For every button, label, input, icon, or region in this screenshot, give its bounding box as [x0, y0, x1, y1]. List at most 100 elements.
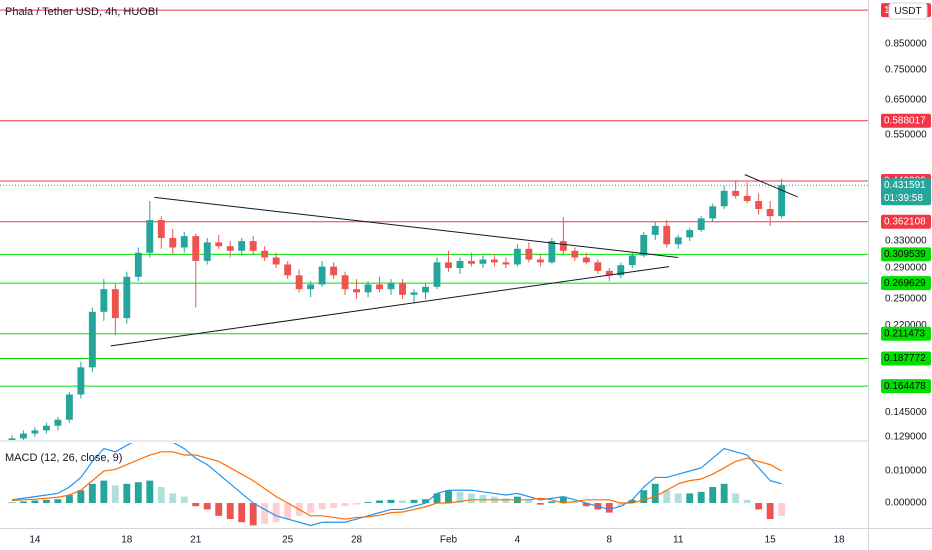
- level-label: 1: [884, 5, 890, 16]
- macd-histogram-bar: [778, 503, 786, 516]
- macd-pane: [8, 443, 786, 527]
- macd-histogram-bar: [111, 485, 119, 504]
- macd-histogram-bar: [582, 503, 590, 507]
- macd-histogram-bar: [571, 501, 579, 504]
- macd-histogram-bar: [651, 483, 659, 504]
- currency-label: USDT: [894, 6, 921, 17]
- macd-histogram-bar: [353, 503, 361, 505]
- candle-body: [513, 248, 521, 265]
- candle-body: [261, 250, 269, 258]
- trendline: [110, 266, 670, 347]
- macd-histogram-bar: [284, 503, 292, 520]
- level-label-box: [881, 113, 931, 128]
- y-tick-label: 0.650000: [885, 95, 927, 106]
- current-price-label: 0.431591: [884, 180, 926, 191]
- y-tick-label: 0.750000: [885, 65, 927, 76]
- candle-body: [605, 270, 613, 276]
- macd-histogram-bar: [479, 495, 487, 504]
- candle-body: [468, 260, 475, 264]
- macd-histogram-bar: [628, 499, 636, 504]
- x-tick-label: 4: [515, 535, 521, 546]
- macd-histogram-bar: [697, 491, 705, 504]
- candle-body: [353, 289, 361, 293]
- macd-histogram-bar: [157, 487, 165, 504]
- macd-histogram-bar: [525, 499, 533, 504]
- candle-body: [203, 242, 211, 261]
- macd-histogram-bar: [387, 499, 395, 504]
- candle-body: [215, 242, 223, 247]
- macd-histogram-bar: [410, 499, 418, 504]
- candle-body: [318, 266, 326, 285]
- candle-body: [548, 241, 556, 263]
- candle-body: [433, 262, 441, 287]
- candle-body: [238, 241, 246, 251]
- candle-body: [640, 234, 648, 256]
- level-label-box: [881, 214, 931, 229]
- currency-badge: [888, 2, 928, 20]
- current-price-box: [881, 178, 931, 206]
- candle-body: [651, 225, 659, 235]
- macd-histogram-bar: [433, 493, 441, 504]
- candle-body: [536, 259, 544, 263]
- macd-histogram-bar: [192, 503, 200, 507]
- candle-body: [123, 276, 131, 319]
- candle-body: [387, 282, 395, 290]
- candle-body: [157, 220, 165, 238]
- candle-body: [146, 220, 154, 253]
- macd-macd-line: [11, 443, 782, 527]
- x-tick-label: 15: [765, 535, 777, 546]
- x-tick-label: 21: [190, 535, 202, 546]
- candle-body: [617, 265, 625, 276]
- macd-signal-line: [11, 451, 782, 520]
- macd-histogram-bar: [559, 496, 567, 504]
- trendline: [154, 196, 679, 259]
- candle-body: [249, 241, 257, 251]
- x-tick-label: 8: [607, 535, 613, 546]
- macd-histogram-bar: [100, 480, 108, 504]
- level-label-box: [881, 247, 931, 262]
- candle-body: [686, 230, 694, 238]
- macd-histogram-bar: [422, 499, 429, 504]
- candle-body: [31, 430, 39, 434]
- candle-body: [100, 289, 108, 312]
- trendline: [744, 174, 798, 198]
- candle-body: [525, 248, 533, 260]
- macd-histogram-bar: [169, 493, 177, 504]
- candle-body: [674, 237, 682, 245]
- macd-histogram-bar: [261, 503, 269, 524]
- macd-histogram-bar: [755, 503, 763, 510]
- candle-body: [65, 394, 73, 420]
- level-label: 0.362108: [884, 216, 926, 227]
- candle-body: [422, 286, 429, 293]
- overlay: USDT: [888, 2, 928, 20]
- macd-histogram-bar: [226, 503, 234, 520]
- candle-body: [77, 367, 85, 395]
- macd-histogram-bar: [203, 503, 211, 510]
- candle-body: [42, 425, 50, 431]
- candle-body: [192, 236, 200, 261]
- macd-histogram-bar: [272, 503, 280, 523]
- x-tick-label: 28: [351, 535, 363, 546]
- level-label: 0.309539: [884, 249, 926, 260]
- chart-title: Phala / Tether USD, 4h, HUOBI: [5, 6, 158, 18]
- macd-histogram-bar: [502, 498, 510, 504]
- candle-body: [663, 225, 671, 245]
- macd-histogram-bar: [720, 483, 728, 504]
- candle-body: [295, 275, 303, 290]
- y-tick-label: 0.220000: [885, 320, 927, 331]
- macd-histogram-bar: [732, 493, 740, 504]
- macd-histogram-bar: [376, 500, 383, 504]
- macd-histogram-bar: [54, 499, 62, 504]
- candle-body: [743, 195, 751, 202]
- candle-body: [732, 190, 740, 196]
- candle-body: [19, 433, 27, 439]
- macd-histogram-bar: [146, 480, 154, 504]
- candle-body: [364, 284, 372, 293]
- candle-body: [226, 246, 234, 251]
- candle-body: [755, 201, 763, 209]
- candle-body: [169, 237, 177, 248]
- macd-histogram-bar: [743, 499, 751, 504]
- candle-body: [709, 206, 717, 219]
